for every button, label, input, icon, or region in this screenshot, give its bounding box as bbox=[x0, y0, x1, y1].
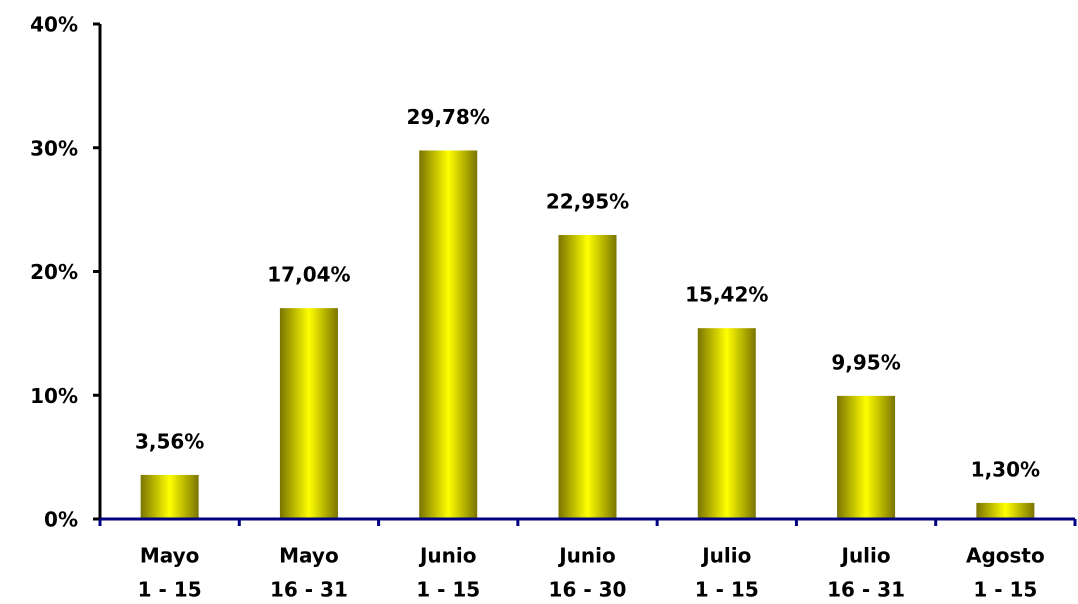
y-tick-label: 30% bbox=[30, 136, 78, 160]
value-label: 9,95% bbox=[831, 350, 900, 374]
x-tick-label: Mayo bbox=[279, 544, 339, 568]
bar bbox=[140, 474, 199, 519]
x-tick-label: 16 - 31 bbox=[827, 578, 905, 602]
bar bbox=[419, 150, 478, 519]
bar bbox=[976, 502, 1035, 519]
bar bbox=[279, 308, 338, 519]
x-tick-label: 1 - 15 bbox=[138, 578, 202, 602]
value-label: 15,42% bbox=[685, 283, 768, 307]
x-tick-label: Junio bbox=[418, 544, 477, 568]
x-tick-label: Julio bbox=[840, 544, 891, 568]
x-tick-label: 1 - 15 bbox=[695, 578, 759, 602]
y-tick-label: 40% bbox=[30, 13, 78, 37]
value-label: 22,95% bbox=[546, 189, 629, 213]
x-tick-label: Agosto bbox=[966, 544, 1045, 568]
y-tick-label: 10% bbox=[30, 384, 78, 408]
x-tick-label: 1 - 15 bbox=[973, 578, 1037, 602]
x-tick-label: Julio bbox=[700, 544, 751, 568]
x-tick-label: 16 - 30 bbox=[549, 578, 627, 602]
x-tick-label: 1 - 15 bbox=[416, 578, 480, 602]
y-tick-label: 20% bbox=[30, 260, 78, 284]
value-label: 17,04% bbox=[267, 263, 350, 287]
bar bbox=[558, 234, 617, 519]
x-tick-label: 16 - 31 bbox=[270, 578, 348, 602]
bar bbox=[697, 328, 756, 519]
bar bbox=[837, 395, 896, 519]
value-label: 1,30% bbox=[971, 457, 1040, 481]
x-tick-label: Junio bbox=[557, 544, 616, 568]
value-label: 3,56% bbox=[135, 429, 204, 453]
value-label: 29,78% bbox=[407, 105, 490, 129]
x-tick-label: Mayo bbox=[140, 544, 200, 568]
y-tick-label: 0% bbox=[44, 508, 78, 532]
